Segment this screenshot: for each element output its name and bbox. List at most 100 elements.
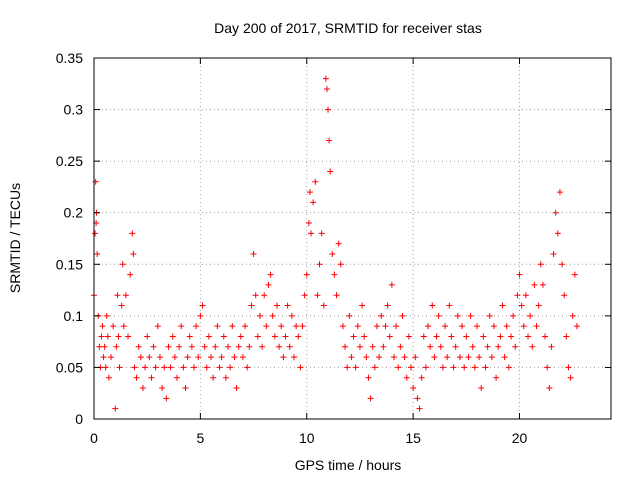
data-point xyxy=(563,333,570,340)
data-point xyxy=(100,354,107,361)
data-point xyxy=(342,343,349,350)
data-point xyxy=(335,240,342,247)
data-point xyxy=(137,354,144,361)
x-tick-label: 15 xyxy=(405,430,421,446)
data-point xyxy=(471,364,478,371)
data-point xyxy=(278,323,285,330)
data-point xyxy=(222,374,229,381)
data-point xyxy=(199,302,206,309)
data-point xyxy=(154,323,161,330)
data-point xyxy=(267,271,274,278)
data-point xyxy=(144,333,151,340)
x-axis-title: GPS time / hours xyxy=(295,457,402,473)
data-point xyxy=(533,323,540,330)
data-point xyxy=(284,302,291,309)
data-point xyxy=(567,374,574,381)
data-point xyxy=(129,230,136,237)
data-point xyxy=(246,343,253,350)
data-point xyxy=(529,343,536,350)
x-tick-label: 5 xyxy=(196,430,204,446)
y-tick-label: 0.3 xyxy=(64,102,84,118)
data-point xyxy=(435,312,442,319)
data-point xyxy=(305,220,312,227)
data-point xyxy=(271,333,278,340)
data-point xyxy=(356,343,363,350)
data-point xyxy=(348,354,355,361)
y-tick-label: 0.25 xyxy=(56,153,83,169)
data-point xyxy=(227,364,234,371)
data-point xyxy=(527,312,534,319)
data-point xyxy=(403,374,410,381)
data-point xyxy=(308,230,315,237)
data-point xyxy=(286,343,293,350)
data-point xyxy=(290,354,297,361)
data-point xyxy=(295,333,302,340)
data-point xyxy=(461,364,468,371)
data-point xyxy=(416,405,423,412)
data-point xyxy=(171,354,178,361)
data-point xyxy=(306,189,313,196)
y-tick-label: 0.1 xyxy=(64,308,84,324)
data-point xyxy=(312,178,319,185)
data-point xyxy=(301,292,308,299)
data-point xyxy=(122,292,129,299)
data-point xyxy=(542,333,549,340)
data-point xyxy=(339,323,346,330)
data-point xyxy=(152,364,159,371)
data-point xyxy=(569,312,576,319)
data-point xyxy=(465,354,472,361)
data-point xyxy=(425,323,432,330)
data-point xyxy=(561,292,568,299)
data-point xyxy=(408,364,415,371)
data-point xyxy=(482,364,489,371)
data-point xyxy=(414,395,421,402)
data-point xyxy=(446,302,453,309)
data-point xyxy=(297,364,304,371)
chart-title: Day 200 of 2017, SRMTID for receiver sta… xyxy=(214,20,482,36)
data-point xyxy=(512,343,519,350)
data-point xyxy=(467,312,474,319)
data-point xyxy=(352,364,359,371)
data-point xyxy=(539,281,546,288)
data-point xyxy=(184,354,191,361)
data-point xyxy=(390,354,397,361)
data-point xyxy=(535,302,542,309)
data-point xyxy=(442,323,449,330)
data-point xyxy=(113,343,120,350)
data-point xyxy=(405,333,412,340)
data-point xyxy=(186,333,193,340)
data-point xyxy=(237,333,244,340)
data-point xyxy=(115,333,122,340)
data-point xyxy=(193,323,200,330)
data-point xyxy=(190,364,197,371)
data-point xyxy=(218,354,225,361)
data-point xyxy=(350,333,357,340)
data-point xyxy=(182,385,189,392)
data-point xyxy=(98,333,105,340)
data-point xyxy=(169,333,176,340)
data-point xyxy=(205,333,212,340)
data-point xyxy=(94,250,101,257)
data-point xyxy=(497,333,504,340)
data-point xyxy=(318,230,325,237)
data-point xyxy=(112,405,119,412)
data-point xyxy=(101,343,108,350)
data-point xyxy=(261,292,268,299)
data-points xyxy=(91,75,580,412)
data-point xyxy=(427,343,434,350)
data-point xyxy=(244,364,251,371)
data-point xyxy=(165,343,172,350)
x-tick-label: 10 xyxy=(299,430,315,446)
data-point xyxy=(367,395,374,402)
y-axis-title: SRMTID / TECUs xyxy=(7,183,23,293)
x-tick-label: 0 xyxy=(90,430,98,446)
data-point xyxy=(429,302,436,309)
data-point xyxy=(522,292,529,299)
data-point xyxy=(537,261,544,268)
data-point xyxy=(388,281,395,288)
data-point xyxy=(399,312,406,319)
data-point xyxy=(573,323,580,330)
data-point xyxy=(397,343,404,350)
data-point xyxy=(493,374,500,381)
data-point xyxy=(556,189,563,196)
